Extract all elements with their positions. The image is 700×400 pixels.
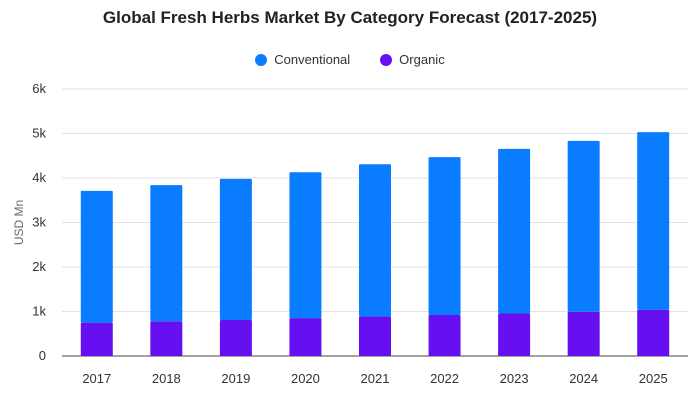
bar-conventional-2018 <box>150 185 183 322</box>
bar-organic-2020 <box>289 318 322 356</box>
bar-conventional-2019 <box>219 178 252 320</box>
chart-legend: Conventional Organic <box>0 52 700 67</box>
y-tick-label: 3k <box>32 215 46 230</box>
x-tick-label: 2022 <box>430 371 459 386</box>
bar-conventional-2020 <box>289 172 322 319</box>
x-tick-label: 2023 <box>500 371 529 386</box>
legend-label-organic: Organic <box>399 52 445 67</box>
legend-swatch-organic <box>380 53 393 66</box>
bar-conventional-2025 <box>637 132 670 310</box>
bar-organic-2018 <box>150 321 183 356</box>
x-tick-label: 2020 <box>291 371 320 386</box>
bar-organic-2017 <box>80 322 113 356</box>
bar-organic-2022 <box>428 315 461 356</box>
x-tick-label: 2025 <box>639 371 668 386</box>
legend-label-conventional: Conventional <box>274 52 351 67</box>
bar-organic-2025 <box>637 309 670 356</box>
bar-organic-2023 <box>498 313 531 356</box>
bar-organic-2021 <box>359 316 391 356</box>
bar-organic-2024 <box>567 311 600 356</box>
bar-conventional-2024 <box>567 140 600 312</box>
bar-conventional-2021 <box>359 164 391 317</box>
x-tick-label: 2019 <box>221 371 250 386</box>
y-axis-title: USD Mn <box>12 200 26 245</box>
y-tick-label: 0 <box>39 348 46 363</box>
bar-organic-2019 <box>219 319 252 356</box>
y-tick-label: 2k <box>32 259 46 274</box>
y-tick-label: 1k <box>32 304 46 319</box>
bar-conventional-2023 <box>498 148 531 314</box>
chart-title: Global Fresh Herbs Market By Category Fo… <box>102 8 598 27</box>
x-tick-label: 2024 <box>569 371 598 386</box>
y-tick-label: 4k <box>32 170 46 185</box>
y-tick-label: 5k <box>32 126 46 141</box>
legend-item-conventional[interactable]: Conventional <box>255 52 350 67</box>
bar-conventional-2017 <box>80 190 113 323</box>
y-tick-label: 6k <box>32 81 46 96</box>
bar-conventional-2022 <box>428 157 461 316</box>
x-tick-label: 2017 <box>82 371 111 386</box>
x-tick-label: 2021 <box>361 371 390 386</box>
legend-item-organic[interactable]: Organic <box>380 52 445 67</box>
legend-swatch-conventional <box>255 53 268 66</box>
x-tick-label: 2018 <box>152 371 181 386</box>
